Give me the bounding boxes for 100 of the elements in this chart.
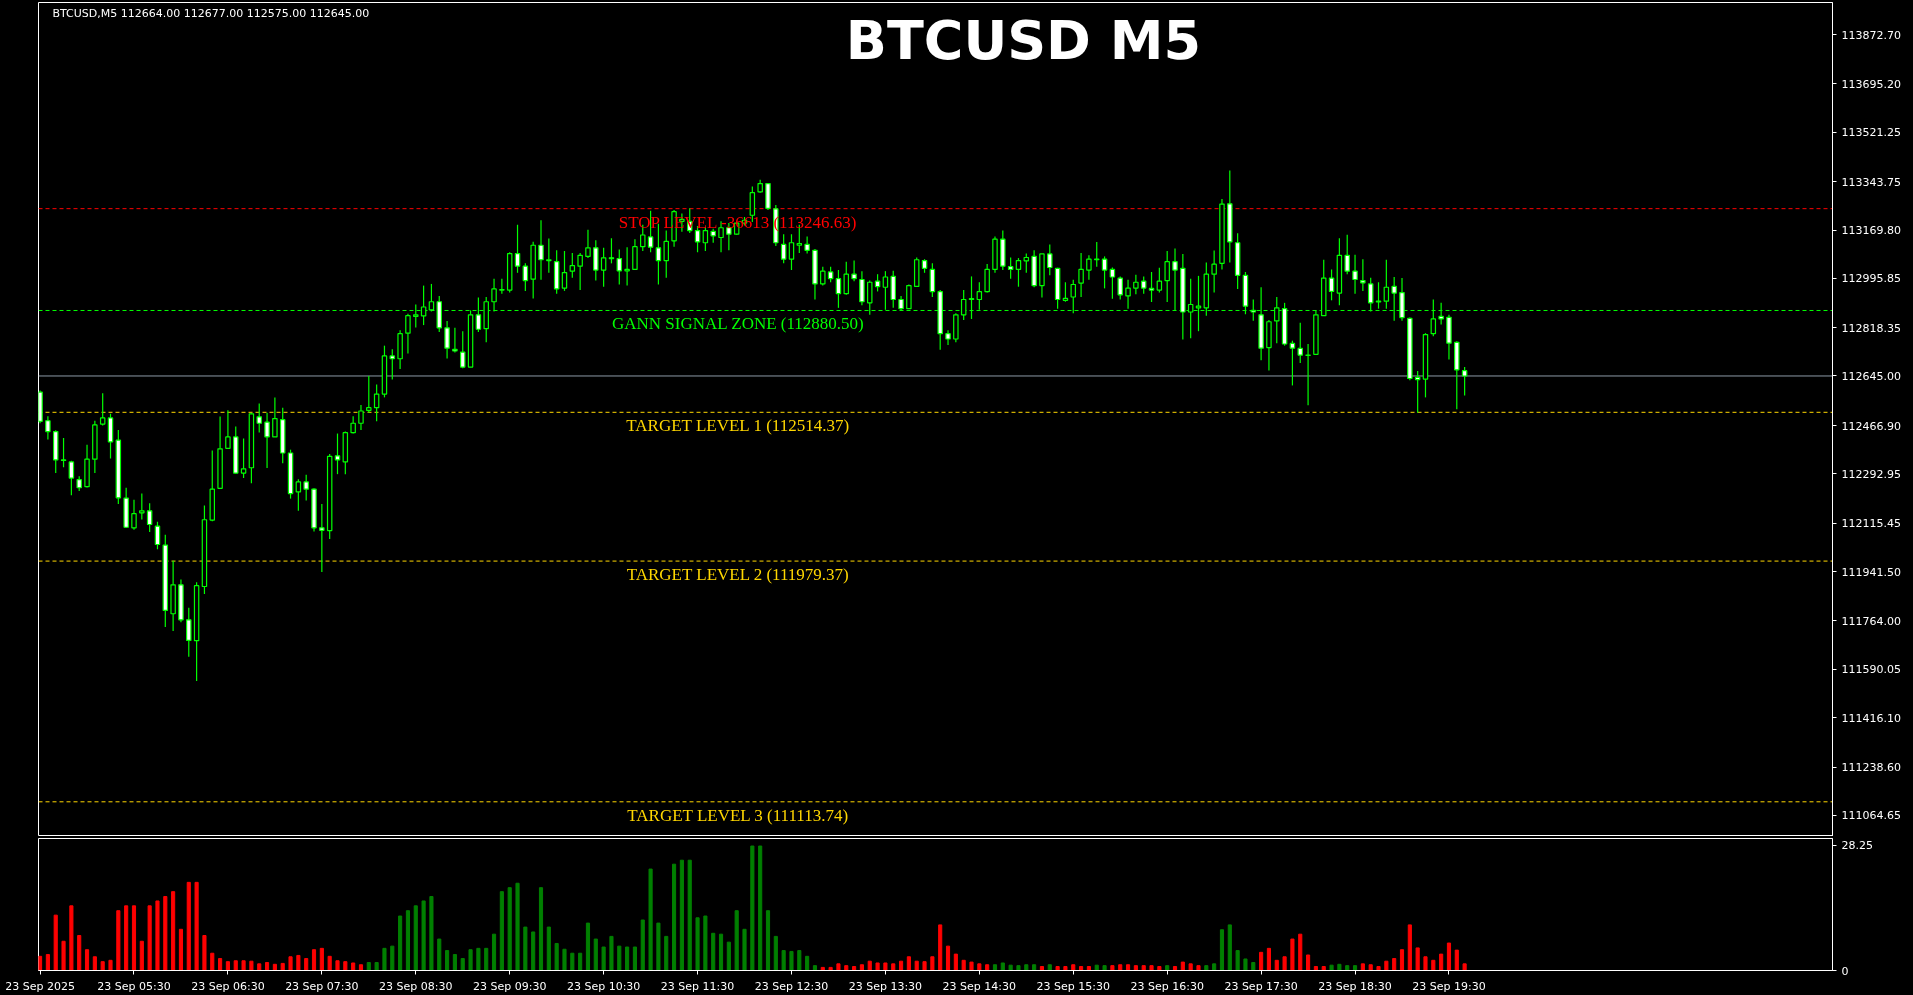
bar — [711, 932, 716, 971]
candlestick — [1062, 281, 1069, 303]
bar — [358, 964, 364, 971]
candlestick — [1328, 268, 1335, 301]
bar — [718, 933, 724, 971]
bar — [413, 905, 418, 971]
bar — [351, 962, 356, 971]
bar — [1133, 965, 1138, 971]
candlestick — [632, 238, 638, 271]
candlestick — [373, 384, 380, 422]
bar — [452, 954, 457, 971]
bar — [891, 963, 896, 971]
bar — [491, 933, 497, 971]
candlestick — [131, 499, 137, 531]
bar — [875, 962, 880, 971]
candlestick — [538, 219, 544, 281]
bar — [131, 905, 137, 971]
candlestick — [68, 460, 75, 496]
candlestick — [1101, 255, 1108, 289]
candlestick — [154, 521, 161, 550]
bar — [155, 900, 160, 971]
bar — [327, 955, 332, 971]
bar — [844, 965, 849, 971]
candlestick — [616, 248, 623, 286]
candlestick — [272, 396, 278, 438]
bar — [695, 917, 700, 971]
candlestick — [1289, 340, 1296, 387]
bar — [84, 949, 90, 971]
bar — [930, 956, 935, 971]
bar — [1298, 933, 1303, 971]
candlestick — [1344, 234, 1350, 275]
bar — [139, 940, 144, 971]
bar — [1423, 956, 1428, 971]
bar — [343, 961, 348, 971]
bar — [108, 959, 113, 971]
bar — [992, 964, 998, 971]
x-tick-label: 23 Sep 09:30 — [472, 979, 547, 993]
bar — [1219, 929, 1225, 971]
bar — [460, 958, 465, 971]
candlestick — [240, 437, 247, 479]
bar — [1376, 966, 1381, 971]
bar — [601, 946, 606, 971]
bar — [531, 931, 536, 971]
bar — [1415, 947, 1420, 971]
y-tick-label: 113169.80 — [1841, 224, 1901, 238]
bar — [1235, 950, 1240, 971]
ref-line-label: TARGET LEVEL 2 (111979.37) — [626, 565, 849, 585]
bar — [812, 965, 818, 971]
bar — [515, 882, 520, 971]
bar — [1212, 963, 1217, 971]
bar — [186, 881, 191, 971]
bar — [969, 961, 974, 971]
bar — [789, 950, 794, 971]
bar — [69, 905, 74, 971]
bar — [1329, 964, 1334, 971]
candlestick — [1148, 271, 1155, 303]
bar — [1071, 964, 1076, 971]
x-tick-label: 23 Sep 2025 — [5, 979, 75, 993]
x-tick-label: 23 Sep 10:30 — [566, 979, 641, 993]
bar — [1384, 960, 1389, 971]
candlestick — [514, 224, 521, 274]
candlestick — [1078, 252, 1084, 298]
bar — [914, 960, 919, 971]
y-tick-label: 112995.85 — [1841, 272, 1901, 286]
candlestick — [1352, 254, 1358, 295]
bar — [1274, 959, 1279, 971]
bar — [1266, 947, 1272, 971]
bar — [1360, 963, 1365, 971]
bar — [1259, 951, 1264, 971]
x-tick-label: 23 Sep 17:30 — [1224, 979, 1298, 993]
y-tick-label: 112292.95 — [1841, 467, 1901, 481]
candlestick — [663, 229, 669, 279]
ref-line-label: TARGET LEVEL 1 (112514.37) — [626, 416, 850, 436]
bar — [311, 949, 317, 971]
bar — [163, 896, 168, 971]
bar — [405, 910, 411, 971]
y-tick-label: 111941.50 — [1841, 565, 1901, 579]
bar — [124, 905, 129, 971]
bar — [664, 935, 669, 971]
chart-title: BTCUSD M5 — [845, 8, 1202, 72]
bar — [202, 935, 207, 971]
bar — [225, 961, 230, 971]
x-tick-label: 23 Sep 06:30 — [191, 979, 265, 993]
bar — [977, 963, 982, 971]
candlestick — [608, 237, 615, 264]
bar — [100, 961, 105, 971]
bar — [484, 947, 489, 971]
candlestick — [303, 474, 309, 502]
candlestick — [600, 247, 607, 288]
bar — [53, 914, 58, 971]
bar — [836, 963, 841, 971]
bar — [1352, 965, 1358, 971]
bar — [218, 958, 223, 971]
bar — [92, 956, 97, 971]
bar — [1392, 958, 1397, 971]
bar — [398, 915, 403, 971]
candlestick — [1461, 366, 1468, 397]
bar — [538, 887, 544, 971]
ref-line-label: TARGET LEVEL 3 (111113.74) — [627, 805, 849, 825]
candlestick — [389, 348, 396, 381]
